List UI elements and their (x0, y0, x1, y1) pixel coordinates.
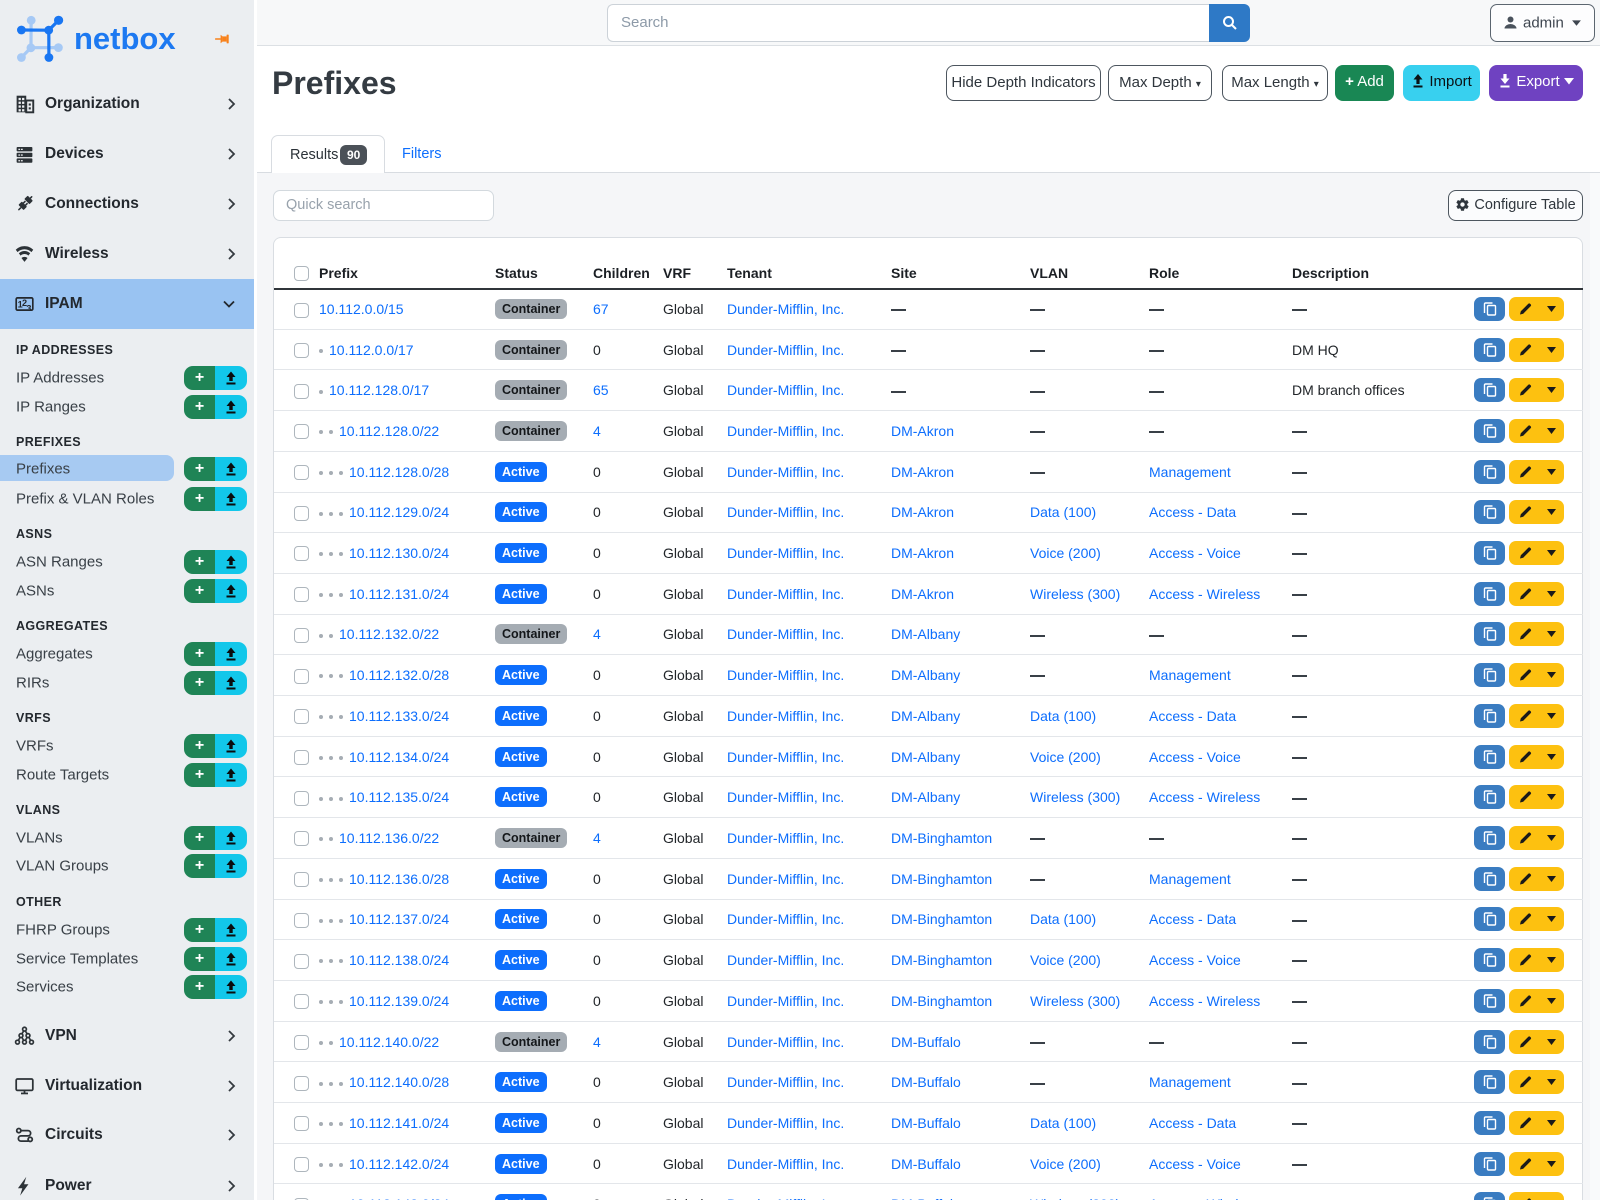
svg-text:1: 1 (18, 300, 23, 310)
svg-text:3: 3 (26, 303, 31, 313)
svg-text:2: 2 (22, 298, 27, 308)
